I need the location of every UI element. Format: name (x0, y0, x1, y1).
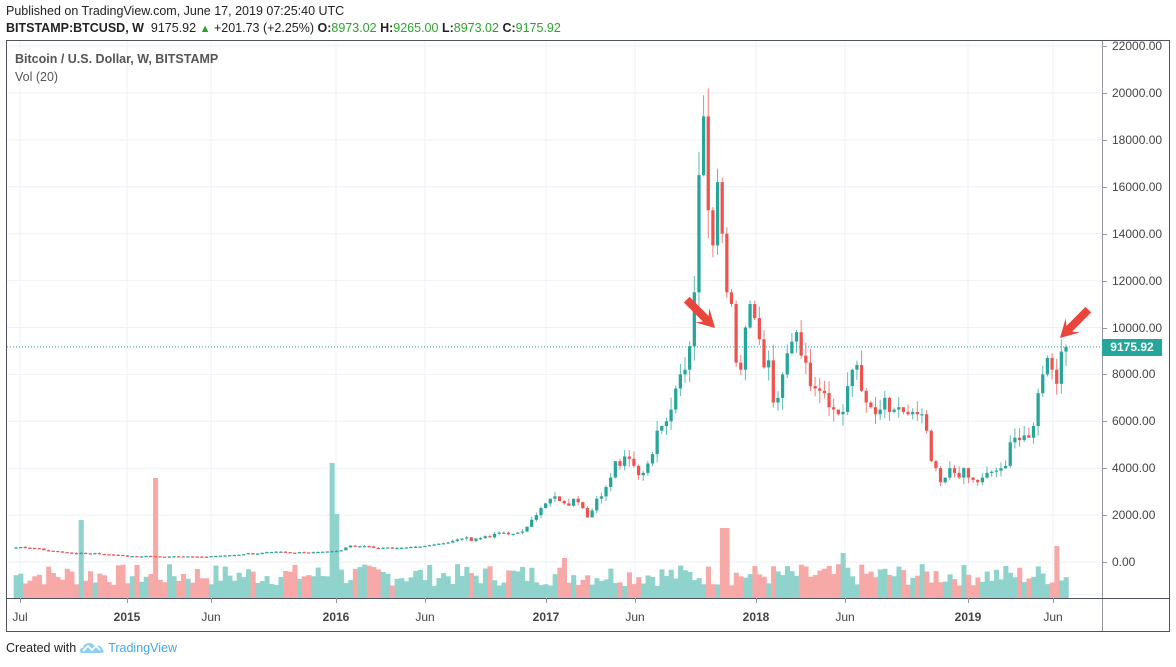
time-label: 2018 (742, 610, 770, 624)
time-tick (20, 598, 21, 603)
time-tick (211, 598, 212, 603)
annotation-arrow-icon (1060, 306, 1092, 338)
price-tick (1102, 233, 1107, 235)
price-tick (1102, 374, 1107, 376)
time-tick (546, 598, 547, 603)
time-label: 2015 (113, 610, 141, 624)
up-triangle-icon: ▲ (199, 23, 211, 35)
time-label: Jun (625, 610, 645, 624)
time-tick (1053, 598, 1054, 603)
last-price-tag: 9175.92 (1102, 338, 1162, 356)
price-label: 16000.00 (1112, 179, 1163, 194)
time-tick (127, 598, 128, 603)
symbol-ohlc-bar: BITSTAMP:BTCUSD, W 9175.92 ▲ +201.73 (+2… (6, 21, 561, 35)
price-tick (1102, 515, 1107, 517)
close-label: C: (502, 21, 516, 35)
price-axis-line (1102, 41, 1103, 631)
created-with-footer: Created with TradingView (6, 641, 177, 655)
tradingview-logo-icon (80, 643, 104, 653)
price-label: 6000.00 (1112, 414, 1156, 429)
time-axis-line (7, 598, 1169, 599)
time-tick (756, 598, 757, 603)
low-label: L: (441, 21, 454, 35)
annotation-arrow-icon (683, 296, 715, 328)
time-tick (968, 598, 969, 603)
high-value: 9265.00 (393, 21, 439, 35)
time-label: 2017 (532, 610, 560, 624)
time-label: 2019 (954, 610, 982, 624)
open-value: 8973.02 (331, 21, 377, 35)
volume-legend: Vol (20) (15, 70, 59, 84)
close-value: 9175.92 (515, 21, 561, 35)
price-tick (1102, 186, 1107, 188)
low-value: 8973.02 (453, 21, 499, 35)
candlestick-chart (7, 41, 1102, 598)
price-label: 12000.00 (1112, 273, 1163, 288)
price-label: 8000.00 (1112, 367, 1156, 382)
created-with-label: Created with (6, 641, 77, 655)
time-tick (336, 598, 337, 603)
price-label: 10000.00 (1112, 320, 1163, 335)
price-label: 2000.00 (1112, 508, 1156, 523)
price-tick (1102, 421, 1107, 423)
price-label: 18000.00 (1112, 132, 1163, 147)
time-label: Jun (415, 610, 435, 624)
price-tick (1102, 139, 1107, 141)
price-tick (1102, 93, 1107, 94)
price-tick (1102, 562, 1107, 563)
price-label: 20000.00 (1112, 86, 1163, 100)
published-timestamp: Published on TradingView.com, June 17, 2… (6, 4, 345, 18)
symbol-name: BITSTAMP:BTCUSD, W (6, 21, 144, 35)
price-tick (1102, 46, 1107, 48)
time-tick (425, 598, 426, 603)
price-change: +201.73 (+2.25%) (213, 21, 315, 35)
price-tick (1102, 280, 1107, 282)
price-label: 4000.00 (1112, 461, 1156, 476)
time-tick (635, 598, 636, 603)
time-label: Jun (201, 610, 221, 624)
price-label: 0.00 (1112, 555, 1136, 569)
time-label: Jul (12, 610, 28, 624)
high-label: H: (380, 21, 394, 35)
chart-frame (6, 40, 1170, 632)
chart-plot-area[interactable] (7, 41, 1102, 598)
time-label: Jun (1043, 610, 1063, 624)
open-label: O: (317, 21, 332, 35)
tradingview-brand-link[interactable]: TradingView (108, 641, 177, 655)
time-tick (845, 598, 846, 603)
price-label: 22000.00 (1112, 39, 1163, 54)
time-label: 2016 (322, 610, 350, 624)
price-tick (1102, 468, 1107, 470)
chart-legend-title: Bitcoin / U.S. Dollar, W, BITSTAMP (15, 52, 219, 66)
time-label: Jun (835, 610, 855, 624)
price-label: 14000.00 (1112, 226, 1163, 241)
price-tick (1102, 327, 1107, 329)
last-price: 9175.92 (150, 21, 197, 35)
